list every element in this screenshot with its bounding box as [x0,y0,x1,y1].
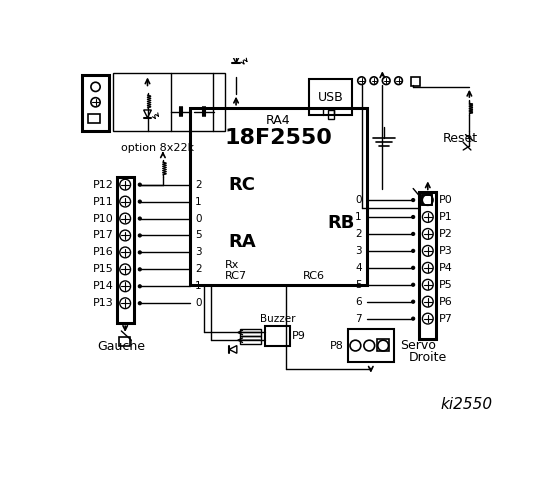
Text: Gauche: Gauche [97,340,145,353]
Text: P11: P11 [93,197,113,206]
Bar [232,24,240,35]
Circle shape [411,300,415,303]
Text: P3: P3 [439,246,453,256]
Text: RB: RB [327,214,354,232]
Text: 18F2550: 18F2550 [225,129,332,148]
Circle shape [411,317,415,320]
Text: P16: P16 [93,247,113,257]
Text: P2: P2 [439,229,453,239]
Text: P8: P8 [330,341,344,350]
Text: RA4: RA4 [266,114,291,127]
Text: Droite: Droite [409,351,447,364]
Bar [348,329,394,362]
Text: Servo: Servo [400,339,436,352]
Text: 5: 5 [195,230,202,240]
Text: P15: P15 [93,264,113,275]
Text: P4: P4 [439,263,453,273]
Bar [421,195,432,204]
Circle shape [138,200,142,203]
Text: 0: 0 [355,195,362,205]
Text: P17: P17 [93,230,113,240]
Text: ki2550: ki2550 [440,396,492,412]
Bar [190,108,367,285]
Text: 0: 0 [195,298,202,308]
Circle shape [411,232,415,236]
Circle shape [411,283,415,286]
Text: P9: P9 [292,331,306,341]
Bar [309,79,352,115]
Text: P5: P5 [439,280,453,290]
Text: 7: 7 [355,313,362,324]
Circle shape [138,268,142,271]
Circle shape [138,234,142,237]
Text: 3: 3 [195,247,202,257]
Bar [328,110,334,119]
Bar [265,325,290,347]
Text: RC6: RC6 [302,271,325,280]
Text: 0: 0 [195,214,202,224]
Bar [240,336,262,344]
Bar [377,339,389,351]
Text: P7: P7 [439,313,453,324]
Text: P10: P10 [93,214,113,224]
Bar [119,337,130,347]
Text: 2: 2 [195,264,202,275]
Text: P12: P12 [93,180,113,190]
Circle shape [411,266,415,269]
Bar [240,329,262,336]
Text: Reset: Reset [442,132,478,145]
Text: 6: 6 [355,297,362,307]
Bar [117,177,134,323]
Circle shape [138,285,142,288]
Circle shape [411,199,415,202]
Bar [411,77,420,86]
Bar [113,73,225,131]
Circle shape [138,217,142,220]
Text: P14: P14 [93,281,113,291]
Circle shape [138,183,142,186]
Text: 4: 4 [355,263,362,273]
Text: 1: 1 [195,281,202,291]
Text: Buzzer: Buzzer [260,314,295,324]
Bar [421,195,432,204]
Circle shape [411,216,415,218]
Text: 2: 2 [355,229,362,239]
Text: RC7: RC7 [225,271,247,280]
Text: P0: P0 [439,195,453,205]
Text: 1: 1 [195,197,202,206]
Text: 5: 5 [355,280,362,290]
Circle shape [138,302,142,305]
Circle shape [138,251,142,254]
Bar [82,74,109,131]
Text: RC: RC [228,176,255,193]
Text: Rx: Rx [225,261,239,271]
Text: P6: P6 [439,297,453,307]
Text: option 8x22k: option 8x22k [121,144,194,154]
Text: 1: 1 [355,212,362,222]
Text: 2: 2 [195,180,202,190]
Text: 3: 3 [355,246,362,256]
Text: P1: P1 [439,212,453,222]
Circle shape [411,249,415,252]
Text: RA: RA [228,233,256,252]
Text: USB: USB [317,91,343,104]
Text: P13: P13 [93,298,113,308]
Bar [88,114,100,123]
Bar [419,192,436,339]
